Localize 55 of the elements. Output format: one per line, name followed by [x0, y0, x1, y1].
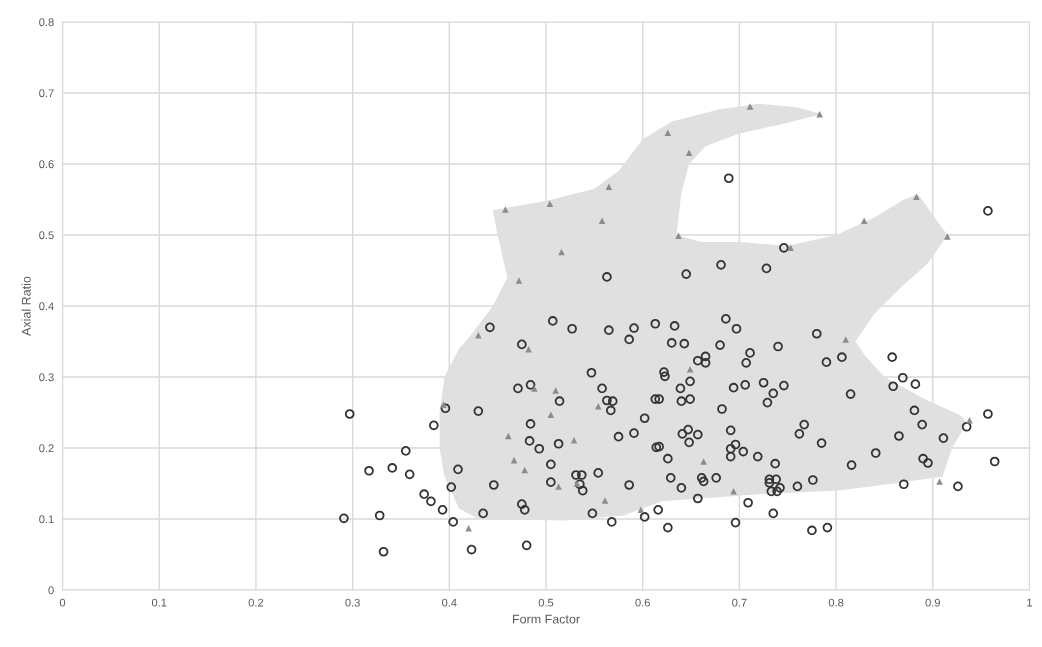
x-tick-label: 0.1: [151, 598, 167, 607]
point: [730, 488, 737, 495]
point: [787, 244, 794, 252]
point: [944, 233, 951, 240]
point: [552, 387, 559, 394]
x-tick-label: 0: [59, 598, 66, 607]
point: [465, 525, 472, 532]
y-axis-title: Axial Ratio: [21, 276, 31, 336]
point: [594, 402, 602, 410]
x-tick-label: 1: [1027, 598, 1033, 607]
point: [842, 336, 850, 343]
point: [573, 480, 581, 487]
point: [966, 417, 973, 424]
x-tick-label: 0.8: [828, 598, 844, 607]
y-tick-label: 0.4: [39, 302, 54, 311]
y-tick-label: 0.6: [39, 160, 54, 169]
point: [936, 478, 943, 485]
point: [531, 385, 538, 392]
point: [525, 346, 532, 353]
point: [675, 232, 682, 239]
x-tick-label: 0.6: [635, 598, 650, 607]
point: [685, 149, 693, 156]
point: [637, 506, 645, 514]
x-tick-label: 0.3: [345, 598, 360, 607]
point: [546, 200, 554, 208]
point: [700, 458, 707, 465]
x-tick-label: 0.5: [538, 598, 554, 607]
y-tick-label: 0.5: [39, 231, 54, 240]
y-tick-label: 0.3: [39, 373, 54, 382]
point: [547, 411, 555, 418]
point: [515, 277, 523, 284]
x-tick-label: 0.9: [925, 598, 940, 607]
point: [605, 183, 613, 190]
y-tick-label: 0: [48, 586, 54, 595]
y-tick-label: 0.2: [39, 444, 54, 453]
point: [505, 432, 512, 440]
point: [555, 483, 562, 490]
point: [440, 401, 447, 408]
point: [860, 217, 868, 225]
point: [521, 466, 528, 474]
point: [913, 193, 920, 200]
point: [601, 497, 609, 504]
x-tick-label: 0.4: [442, 598, 457, 607]
point: [816, 111, 823, 118]
y-tick-label: 0.7: [39, 89, 54, 98]
y-tick-label: 0.1: [39, 515, 54, 524]
x-tick-label: 0.7: [732, 598, 747, 607]
x-axis-title: Form Factor: [513, 614, 580, 624]
point: [664, 129, 672, 137]
point: [475, 331, 482, 339]
x-tick-label: 0.2: [248, 598, 264, 607]
point: [598, 217, 606, 225]
y-tick-label: 0.8: [39, 18, 54, 27]
point: [502, 206, 509, 213]
point: [746, 103, 754, 110]
